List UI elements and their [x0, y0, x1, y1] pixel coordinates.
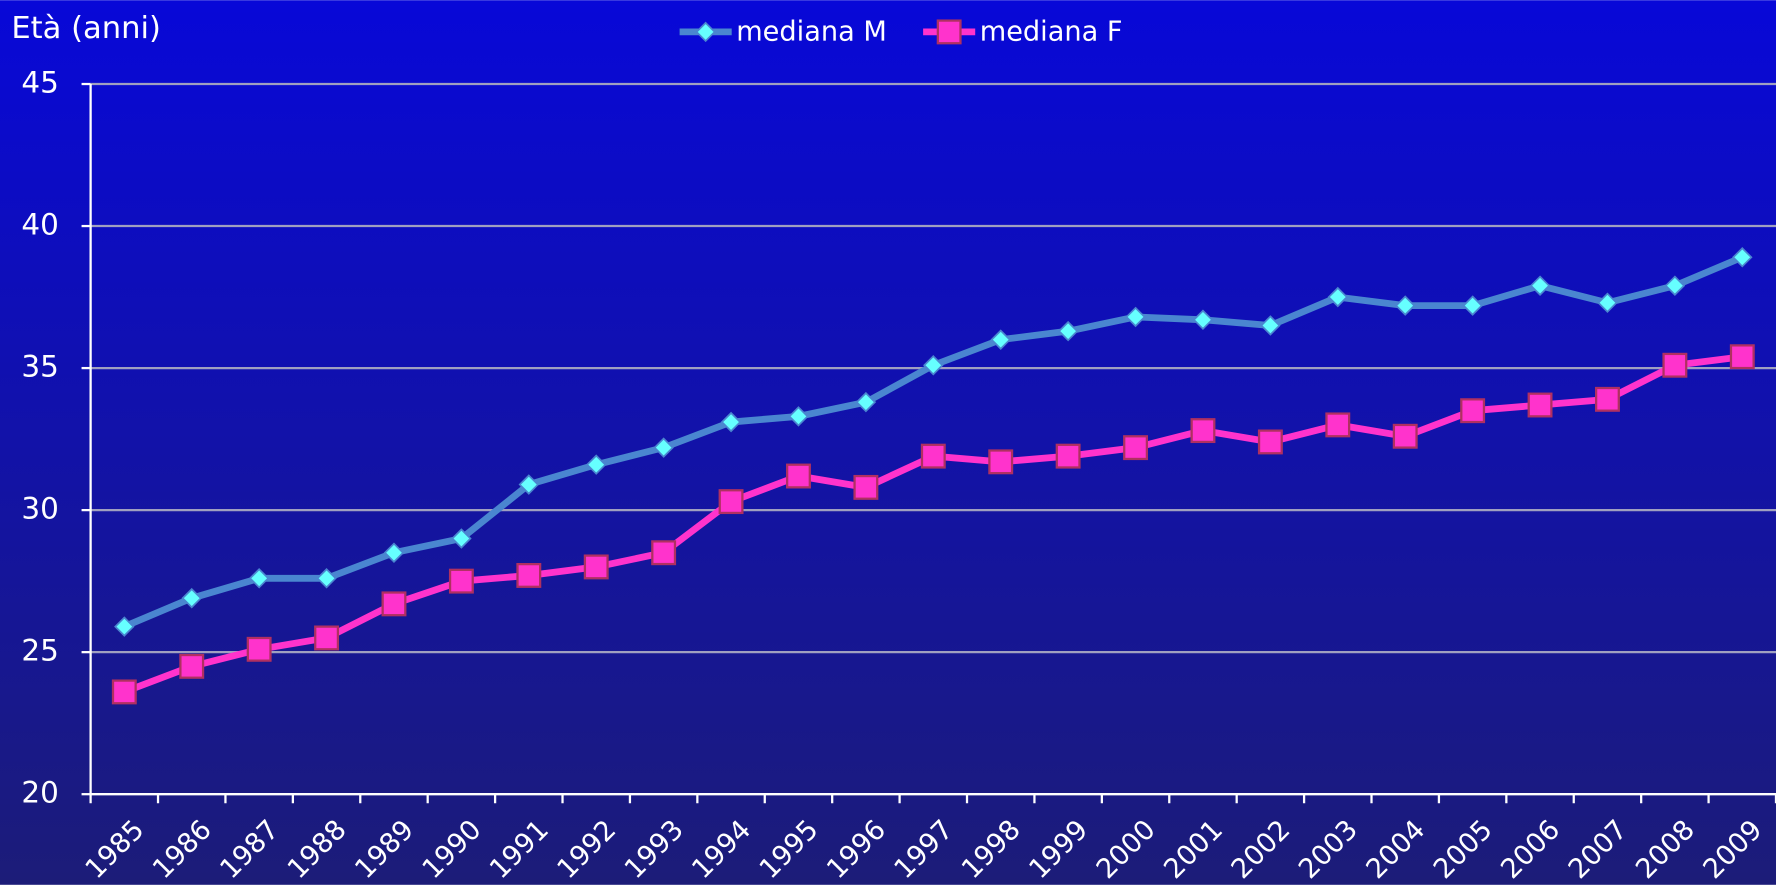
data-point	[853, 474, 879, 500]
data-point	[1597, 292, 1618, 314]
data-point	[653, 437, 674, 458]
y-tick-label: 25	[21, 634, 58, 668]
data-point	[720, 411, 742, 433]
data-point	[990, 329, 1011, 350]
data-point	[583, 554, 609, 580]
data-point	[718, 489, 744, 515]
data-point	[1257, 429, 1283, 455]
data-point	[1055, 443, 1081, 469]
data-point	[1529, 275, 1551, 296]
data-point	[1190, 418, 1216, 444]
y-axis-label: Età (anni)	[11, 11, 161, 46]
data-point	[923, 354, 944, 376]
y-tick-label: 35	[21, 350, 58, 384]
legend-marker	[695, 21, 716, 43]
data-point	[314, 625, 340, 651]
data-point	[1732, 247, 1753, 268]
data-point	[1460, 398, 1486, 424]
data-point	[988, 449, 1014, 475]
data-point	[1057, 320, 1079, 342]
data-point	[1325, 412, 1351, 438]
y-tick-label: 30	[21, 492, 58, 526]
data-point	[1729, 344, 1755, 370]
data-point	[114, 616, 135, 637]
data-point	[1595, 386, 1620, 412]
data-point	[246, 636, 272, 662]
data-point	[248, 568, 270, 589]
data-point	[448, 568, 474, 594]
data-point	[1662, 352, 1688, 378]
data-point	[451, 528, 472, 549]
data-point	[179, 653, 205, 679]
data-point	[1527, 392, 1553, 418]
data-point	[316, 568, 337, 589]
data-point	[1123, 435, 1149, 461]
data-point	[1392, 423, 1418, 449]
data-point	[786, 463, 811, 489]
data-point	[1462, 295, 1483, 316]
data-point	[1125, 306, 1146, 328]
legend-label: mediana F	[980, 17, 1123, 48]
data-point	[111, 679, 137, 705]
data-point	[518, 474, 540, 495]
data-point	[516, 562, 542, 588]
data-point	[383, 542, 405, 563]
data-point	[855, 391, 877, 413]
data-point	[585, 454, 607, 475]
data-point	[1664, 275, 1686, 296]
data-point	[381, 591, 407, 617]
data-point	[1394, 295, 1416, 316]
data-point	[1260, 315, 1281, 336]
y-tick-label: 45	[21, 66, 58, 100]
legend-label: mediana M	[736, 17, 887, 48]
data-point	[1327, 286, 1349, 308]
data-point	[788, 406, 809, 427]
data-point	[920, 443, 946, 469]
y-tick-label: 20	[21, 776, 58, 810]
data-point	[651, 540, 677, 566]
legend-marker	[936, 19, 962, 45]
data-point	[181, 587, 202, 609]
data-point	[1192, 309, 1214, 331]
y-tick-label: 40	[21, 208, 58, 242]
